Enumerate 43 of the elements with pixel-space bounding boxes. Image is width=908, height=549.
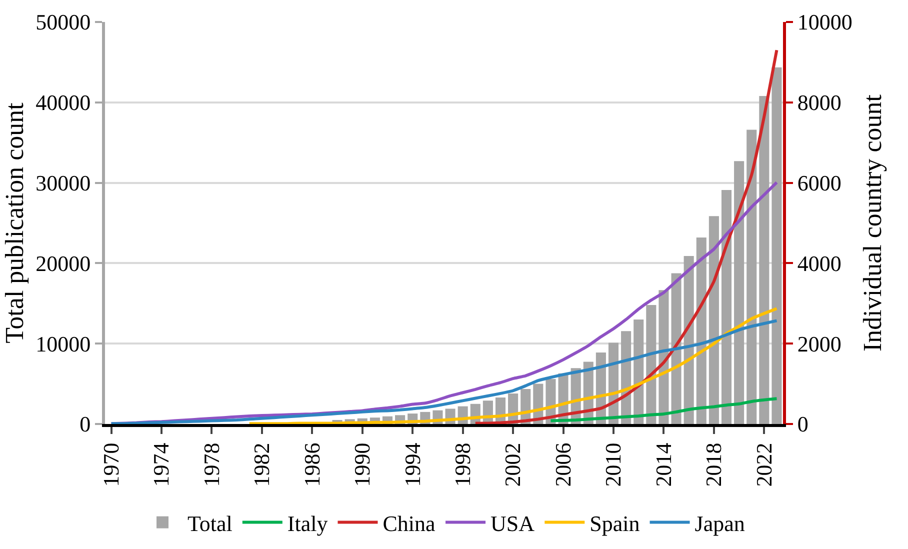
bar <box>721 190 732 424</box>
y2-tick-label: 2000 <box>797 331 842 356</box>
y-tick-label: 30000 <box>36 170 91 196</box>
bar <box>772 67 782 424</box>
y-tick-label: 40000 <box>36 90 91 116</box>
x-tick-label: 1994 <box>400 442 425 487</box>
x-tick-label: 1974 <box>148 442 174 487</box>
y-axis-title: Total publication count <box>0 102 29 344</box>
line-series <box>248 307 778 424</box>
y2-axis-title: Individual country count <box>858 94 888 352</box>
y-tick-label: 20000 <box>36 250 91 276</box>
y-tick-label: 50000 <box>36 10 91 35</box>
x-tick-label: 2018 <box>701 442 726 487</box>
y2-tick-label: 4000 <box>797 250 842 276</box>
x-tick-label: 2022 <box>751 442 776 487</box>
bar <box>759 96 770 424</box>
y2-tick-label: 0 <box>797 412 808 437</box>
x-tick-label: 1990 <box>350 442 375 487</box>
bar <box>734 161 744 424</box>
legend-label: Spain <box>590 510 640 536</box>
legend-label: China <box>382 510 436 536</box>
x-tick-label: 2006 <box>550 442 576 487</box>
x-tick-label: 2014 <box>650 442 676 487</box>
y2-tick-label: 8000 <box>797 90 842 116</box>
line-series <box>474 48 778 424</box>
legend-label: Japan <box>694 510 745 536</box>
x-tick-label: 1970 <box>98 442 124 487</box>
x-tick-label: 1978 <box>198 442 224 487</box>
x-tick-label: 1998 <box>450 442 475 487</box>
x-tick-label: 2002 <box>500 442 526 487</box>
y2-tick-label: 6000 <box>797 170 842 196</box>
bar <box>746 130 757 424</box>
x-tick-label: 1986 <box>299 442 324 487</box>
y2-tick-label: 10000 <box>797 10 852 35</box>
x-tick-label: 1982 <box>249 442 274 487</box>
legend-label: USA <box>490 510 535 536</box>
legend-label: Total <box>188 510 232 536</box>
x-tick-label: 2010 <box>600 442 626 487</box>
legend-label: Italy <box>287 510 328 536</box>
y-tick-label: 0 <box>80 412 91 437</box>
y-tick-label: 10000 <box>36 331 91 356</box>
line-series <box>110 319 778 424</box>
line-series <box>549 397 778 422</box>
